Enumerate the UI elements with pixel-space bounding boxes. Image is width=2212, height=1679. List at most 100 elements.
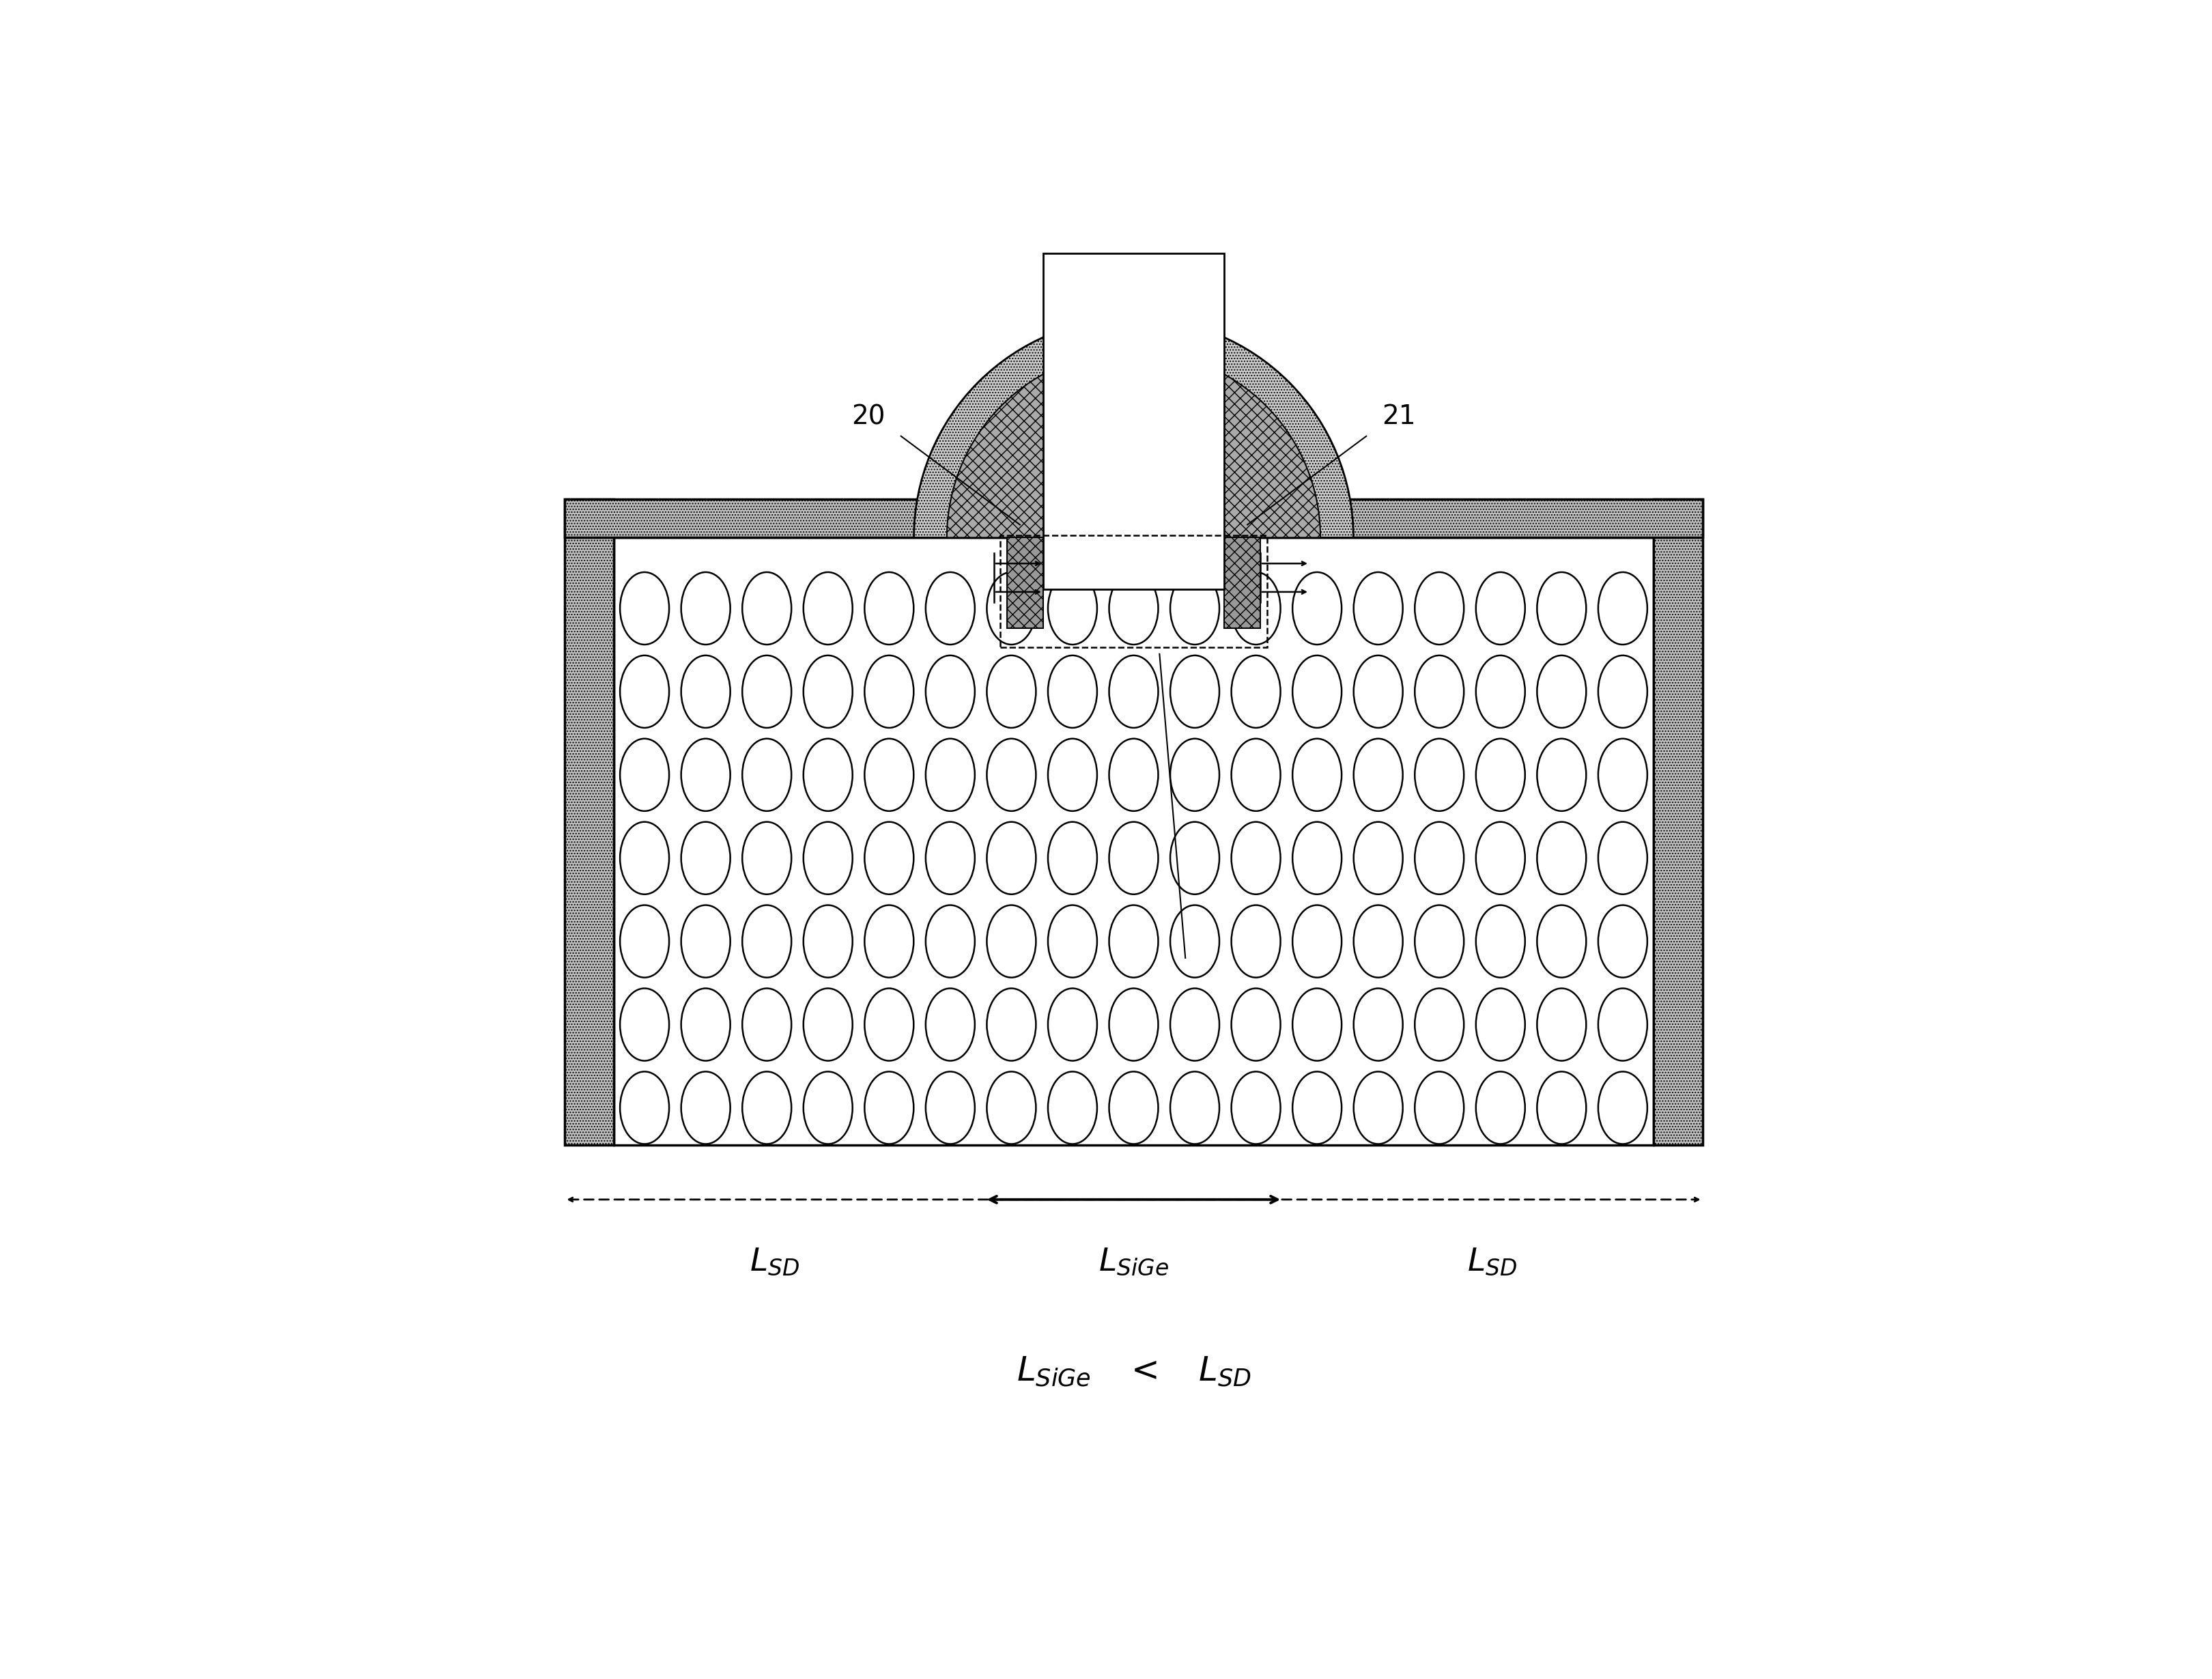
Ellipse shape (1232, 573, 1281, 645)
Ellipse shape (1292, 823, 1343, 895)
Ellipse shape (865, 823, 914, 895)
Ellipse shape (1416, 989, 1464, 1061)
Bar (1223, 499, 1261, 537)
Bar (1006, 537, 1044, 628)
Ellipse shape (1354, 989, 1402, 1061)
Ellipse shape (865, 573, 914, 645)
Ellipse shape (1232, 655, 1281, 727)
Ellipse shape (1416, 823, 1464, 895)
Bar (615, 537, 1652, 1145)
Ellipse shape (925, 1071, 975, 1143)
Ellipse shape (1416, 905, 1464, 977)
Ellipse shape (1048, 989, 1097, 1061)
Ellipse shape (681, 1071, 730, 1143)
Ellipse shape (865, 1071, 914, 1143)
Text: $L_{SD}$: $L_{SD}$ (750, 1246, 801, 1278)
Ellipse shape (803, 905, 852, 977)
Ellipse shape (1170, 739, 1219, 811)
Ellipse shape (619, 1071, 668, 1143)
Ellipse shape (803, 655, 852, 727)
Bar (564, 499, 1703, 537)
Ellipse shape (619, 655, 668, 727)
Ellipse shape (925, 989, 975, 1061)
Ellipse shape (1354, 739, 1402, 811)
Ellipse shape (1108, 739, 1159, 811)
Ellipse shape (743, 655, 792, 727)
Ellipse shape (1108, 905, 1159, 977)
Ellipse shape (681, 823, 730, 895)
Ellipse shape (1599, 823, 1648, 895)
Ellipse shape (1599, 989, 1648, 1061)
Ellipse shape (1537, 739, 1586, 811)
Ellipse shape (1170, 573, 1219, 645)
Ellipse shape (1232, 823, 1281, 895)
Ellipse shape (1537, 1071, 1586, 1143)
Ellipse shape (1416, 655, 1464, 727)
Ellipse shape (1108, 989, 1159, 1061)
Ellipse shape (1475, 655, 1524, 727)
Text: $L_{SiGe}$   $<$   $L_{SD}$: $L_{SiGe}$ $<$ $L_{SD}$ (1015, 1355, 1252, 1389)
Ellipse shape (743, 905, 792, 977)
Ellipse shape (803, 1071, 852, 1143)
Ellipse shape (1416, 573, 1464, 645)
Bar (1000, 536, 1267, 648)
Ellipse shape (987, 573, 1035, 645)
Ellipse shape (681, 573, 730, 645)
Ellipse shape (1599, 905, 1648, 977)
Ellipse shape (865, 739, 914, 811)
Ellipse shape (619, 823, 668, 895)
Text: $L_{SiGe}$: $L_{SiGe}$ (1099, 1246, 1168, 1278)
Ellipse shape (1475, 573, 1524, 645)
Bar (1223, 537, 1261, 628)
Ellipse shape (1108, 1071, 1159, 1143)
Ellipse shape (925, 655, 975, 727)
Ellipse shape (987, 989, 1035, 1061)
Ellipse shape (681, 989, 730, 1061)
Ellipse shape (1292, 989, 1343, 1061)
Ellipse shape (619, 573, 668, 645)
Ellipse shape (865, 655, 914, 727)
Ellipse shape (1475, 989, 1524, 1061)
Ellipse shape (1599, 655, 1648, 727)
Ellipse shape (1170, 655, 1219, 727)
Ellipse shape (743, 989, 792, 1061)
Wedge shape (914, 317, 1354, 537)
Ellipse shape (1232, 989, 1281, 1061)
Ellipse shape (743, 739, 792, 811)
Bar (1652, 499, 1703, 1145)
Ellipse shape (1232, 1071, 1281, 1143)
Ellipse shape (1354, 905, 1402, 977)
Text: 21: 21 (1382, 403, 1416, 430)
Ellipse shape (1292, 573, 1343, 645)
Ellipse shape (1108, 823, 1159, 895)
Ellipse shape (1537, 655, 1586, 727)
Ellipse shape (681, 739, 730, 811)
Ellipse shape (619, 739, 668, 811)
Ellipse shape (1354, 655, 1402, 727)
Ellipse shape (987, 905, 1035, 977)
Ellipse shape (1354, 1071, 1402, 1143)
Ellipse shape (1475, 1071, 1524, 1143)
Bar (564, 499, 615, 1145)
Ellipse shape (865, 989, 914, 1061)
Text: $L_{SD}$: $L_{SD}$ (1467, 1246, 1517, 1278)
Bar (1006, 499, 1044, 537)
Ellipse shape (1170, 1071, 1219, 1143)
Ellipse shape (1416, 1071, 1464, 1143)
Ellipse shape (1292, 1071, 1343, 1143)
Ellipse shape (1170, 823, 1219, 895)
Ellipse shape (1416, 739, 1464, 811)
Ellipse shape (619, 905, 668, 977)
Ellipse shape (1048, 1071, 1097, 1143)
Ellipse shape (987, 823, 1035, 895)
Ellipse shape (1354, 573, 1402, 645)
Ellipse shape (925, 905, 975, 977)
Ellipse shape (803, 823, 852, 895)
Text: 20: 20 (852, 403, 885, 430)
Ellipse shape (1475, 823, 1524, 895)
Ellipse shape (1475, 905, 1524, 977)
Wedge shape (947, 351, 1321, 537)
Ellipse shape (1292, 655, 1343, 727)
Ellipse shape (1170, 989, 1219, 1061)
Ellipse shape (1048, 823, 1097, 895)
